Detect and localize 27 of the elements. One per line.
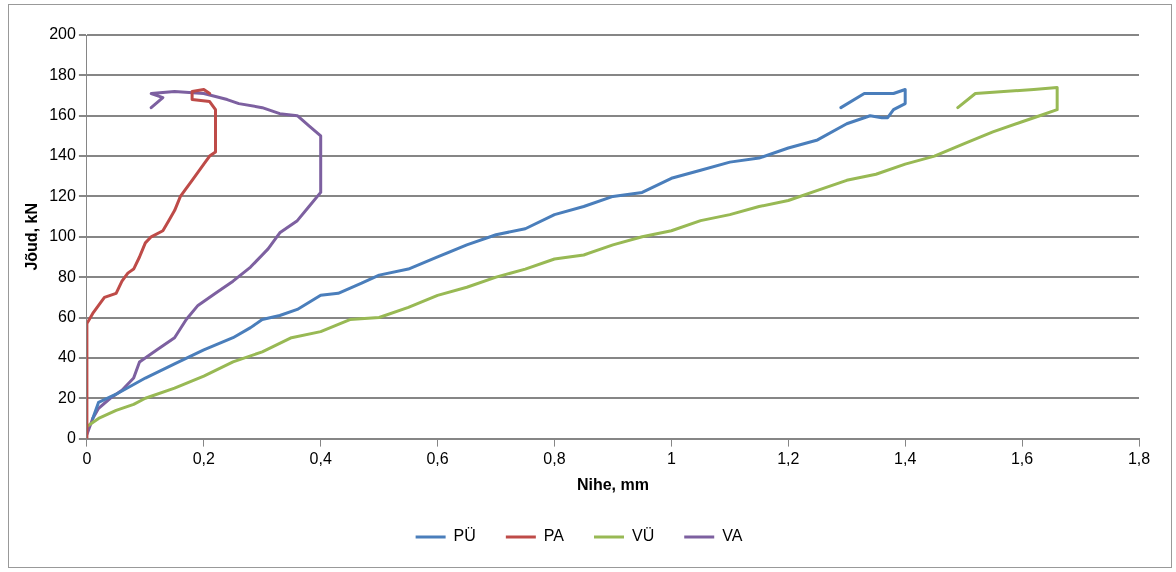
y-tick-label: 100: [49, 227, 76, 245]
y-axis-title: Jõud, kN: [23, 203, 41, 271]
legend-label: PA: [543, 527, 565, 545]
x-tick-label: 1,8: [1127, 449, 1151, 467]
x-tick-label: 1,2: [777, 449, 800, 467]
y-tick-label: 60: [58, 307, 76, 325]
y-tick-label: 180: [49, 65, 76, 83]
y-tick-label: 160: [49, 106, 76, 124]
x-tick-label: 1: [666, 449, 676, 467]
legend-label: PÜ: [453, 527, 476, 545]
x-tick-label: 0: [82, 449, 92, 467]
y-tick-label: 0: [66, 429, 76, 447]
x-tick-label: 0,6: [426, 449, 449, 467]
y-tick-label: 140: [49, 146, 76, 164]
legend-label: VA: [722, 527, 743, 545]
y-tick-label: 200: [49, 25, 76, 43]
y-tick-label: 120: [49, 186, 76, 204]
x-tick-label: 1,4: [894, 449, 917, 467]
x-tick-label: 0,8: [543, 449, 566, 467]
y-tick-label: 80: [58, 267, 76, 285]
x-tick-label: 0,2: [192, 449, 216, 467]
legend-label: VÜ: [632, 527, 655, 545]
x-tick-label: 1,6: [1010, 449, 1034, 467]
x-tick-label: 0,4: [309, 449, 332, 467]
y-tick-label: 40: [58, 348, 76, 366]
x-axis-title: Nihe, mm: [576, 475, 649, 493]
y-tick-label: 20: [58, 388, 76, 406]
